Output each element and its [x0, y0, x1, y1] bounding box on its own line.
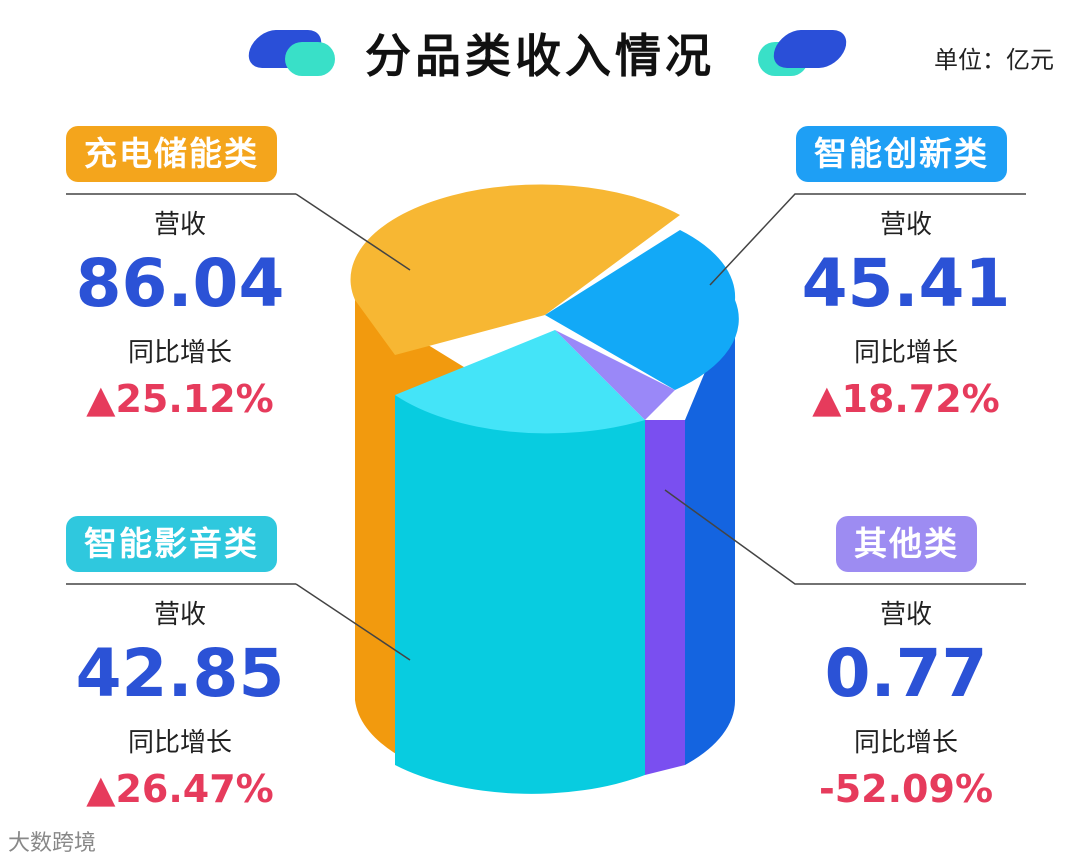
- other-side: [645, 420, 685, 775]
- growth-caption: 同比增长: [127, 728, 232, 758]
- revenue-value: 42.85: [75, 635, 285, 712]
- revenue-caption: 营收: [879, 210, 932, 240]
- leader-line-1: [709, 193, 1026, 286]
- tag-smart-innovation: 智能创新类: [796, 126, 1007, 182]
- revenue-value: 0.77: [824, 635, 988, 712]
- block-other: 营收 0.77 同比增长 -52.09%: [786, 596, 1026, 814]
- tag-audio-video: 智能影音类: [66, 516, 277, 572]
- growth-value: ▲26.47%: [86, 767, 274, 811]
- leader-line-3: [664, 489, 1026, 585]
- audio-video-top: [395, 330, 645, 434]
- growth-value: ▲18.72%: [812, 377, 1000, 421]
- smart-innovation-side: [685, 300, 736, 765]
- revenue-value: 45.41: [801, 245, 1011, 322]
- leader-line-0: [295, 193, 411, 271]
- smart-innovation-top: [545, 230, 739, 390]
- leader-line-2: [295, 583, 411, 661]
- revenue-caption: 营收: [153, 600, 206, 630]
- tag-storage: 充电储能类: [66, 126, 277, 182]
- growth-caption: 同比增长: [853, 338, 958, 368]
- unit-label: 单位：亿元: [934, 46, 1054, 74]
- revenue-value: 86.04: [75, 245, 285, 322]
- block-audio-video: 营收 42.85 同比增长 ▲26.47%: [60, 596, 300, 814]
- tag-other: 其他类: [836, 516, 977, 572]
- block-smart-innovation: 营收 45.41 同比增长 ▲18.72%: [786, 206, 1026, 424]
- growth-caption: 同比增长: [853, 728, 958, 758]
- other-top: [555, 330, 675, 420]
- chart-title: 分品类收入情况: [365, 29, 715, 83]
- watermark: 大数跨境: [8, 831, 97, 856]
- audio-video-side: [395, 395, 645, 794]
- growth-caption: 同比增长: [127, 338, 232, 368]
- revenue-caption: 营收: [879, 600, 932, 630]
- growth-value: ▲25.12%: [86, 377, 274, 421]
- title-deco-left-light: [285, 42, 335, 76]
- block-storage: 营收 86.04 同比增长 ▲25.12%: [60, 206, 300, 424]
- storage-top: [350, 184, 680, 355]
- revenue-caption: 营收: [153, 210, 206, 240]
- growth-value: -52.09%: [818, 767, 994, 811]
